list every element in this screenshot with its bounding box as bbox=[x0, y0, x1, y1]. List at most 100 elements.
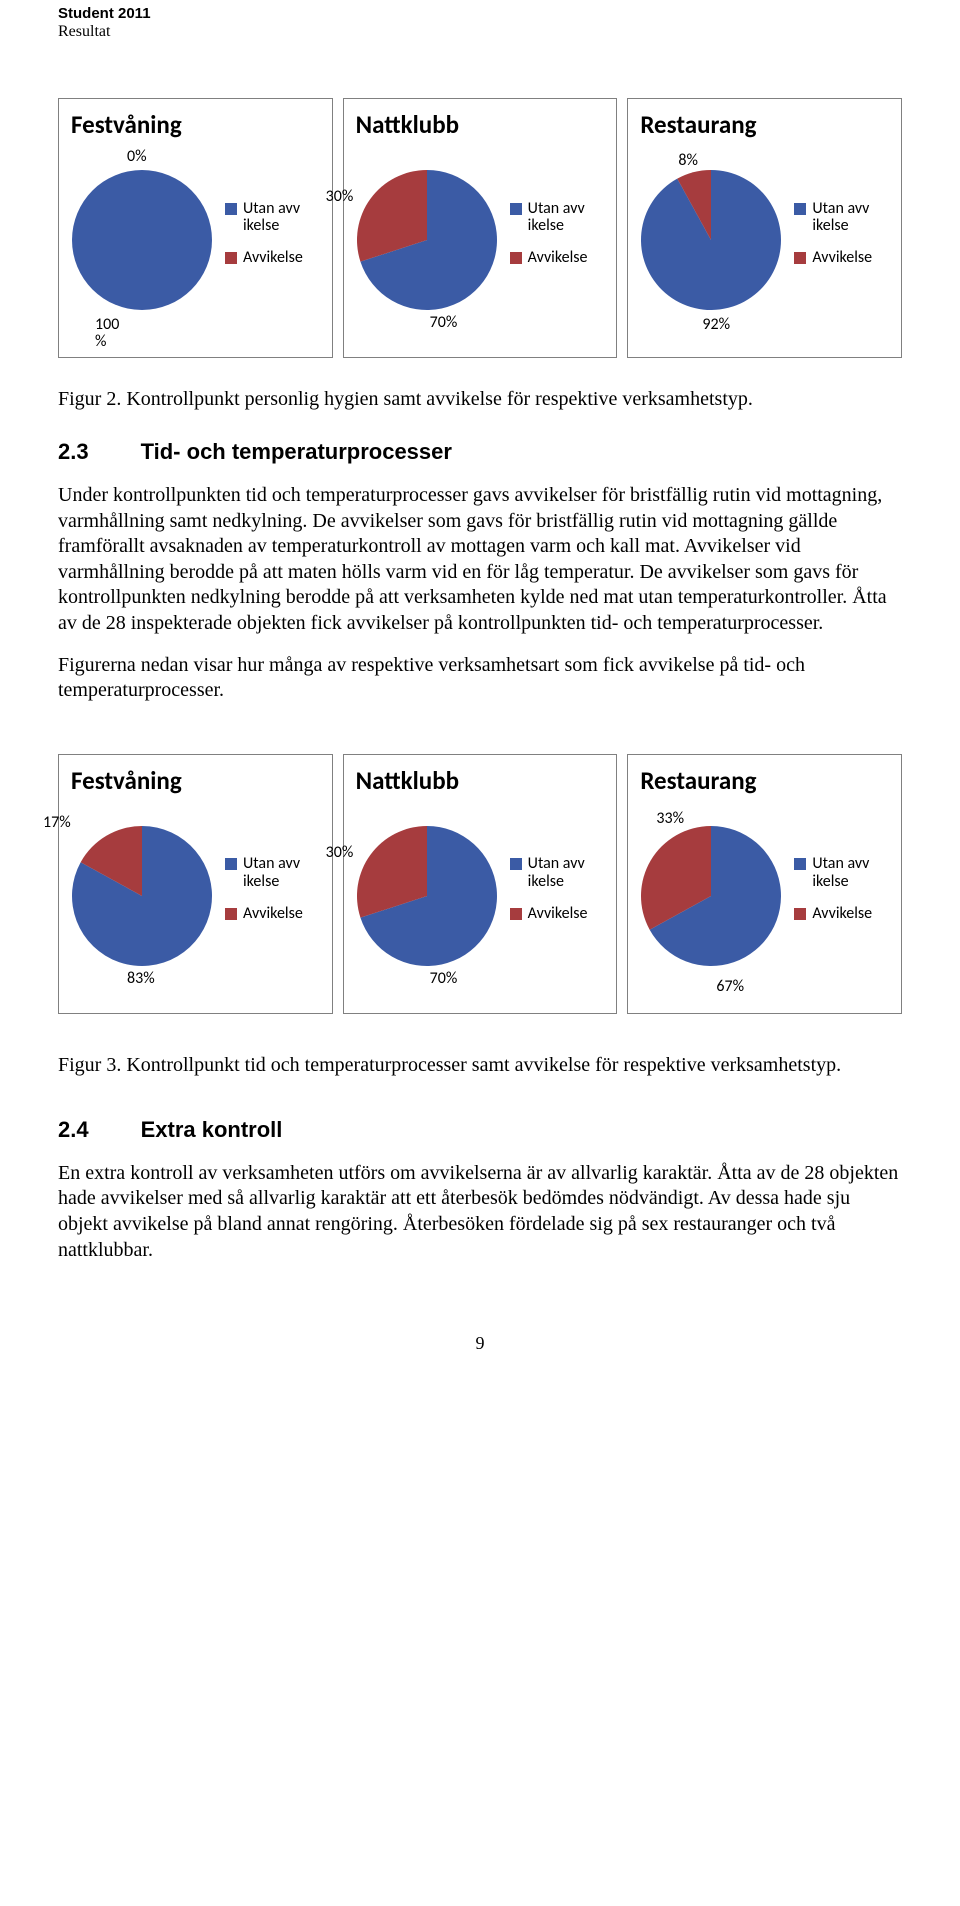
pie-svg bbox=[352, 821, 502, 971]
legend-item: Utan avvikelse bbox=[794, 855, 872, 890]
chart-body: 17%83% Utan avvikelse Avvikelse bbox=[67, 806, 328, 986]
legend-swatch bbox=[510, 908, 522, 920]
legend-swatch bbox=[794, 908, 806, 920]
section-2-4-title: Extra kontroll bbox=[141, 1117, 283, 1142]
legend-item: Utan avvikelse bbox=[225, 200, 303, 235]
legend-label: Utan avvikelse bbox=[812, 855, 872, 890]
chart-card: Restaurang33%67%Utan avvikelseAvvikelse bbox=[627, 754, 902, 1014]
chart-title: Nattklubb bbox=[356, 765, 613, 796]
pie-wrap: 8%92% bbox=[636, 165, 786, 315]
legend-swatch bbox=[225, 858, 237, 870]
legend-item: Avvikelse bbox=[225, 905, 303, 923]
pie-slice-utan bbox=[72, 170, 212, 310]
legend-swatch bbox=[510, 203, 522, 215]
section-2-3-para2: Figurerna nedan visar hur många av respe… bbox=[58, 653, 902, 704]
legend-item: Avvikelse bbox=[510, 905, 588, 923]
chart-legend: Utan avvikelse Avvikelse bbox=[510, 200, 588, 281]
legend-label: Utan avvikelse bbox=[528, 200, 588, 235]
legend-label: Avvikelse bbox=[243, 249, 303, 267]
page-header: Student 2011 Resultat bbox=[0, 0, 960, 48]
chart-card: Restaurang8%92%Utan avvikelseAvvikelse bbox=[627, 98, 902, 358]
pie-svg bbox=[636, 821, 786, 971]
chart-body: 30%70% Utan avvikelse Avvikelse bbox=[352, 806, 613, 986]
legend-label: Utan avvikelse bbox=[243, 200, 303, 235]
chart-title: Restaurang bbox=[640, 765, 897, 796]
figure2-caption: Figur 2. Kontrollpunkt personlig hygien … bbox=[58, 388, 902, 411]
legend-swatch bbox=[794, 252, 806, 264]
chart-card: Festvåning 17%83% Utan avvikelse Avvikelse bbox=[58, 754, 333, 1014]
pie-data-label: 70% bbox=[430, 315, 458, 332]
pie-data-label: 8% bbox=[678, 153, 698, 170]
page-number: 9 bbox=[58, 1333, 902, 1354]
figure2-charts-row: Festvåning0%100%Utan avvikelseAvvikelseN… bbox=[58, 98, 902, 358]
legend-item: Utan avvikelse bbox=[794, 200, 872, 235]
legend-item: Avvikelse bbox=[794, 249, 872, 267]
pie-wrap: 0%100% bbox=[67, 165, 217, 315]
legend-item: Utan avvikelse bbox=[510, 855, 588, 890]
header-subtitle: Resultat bbox=[58, 23, 960, 41]
figure3-charts-row: Festvåning 17%83% Utan avvikelse Avvikelse N… bbox=[58, 754, 902, 1014]
pie-data-label: 30% bbox=[326, 845, 354, 862]
pie-data-label: 33% bbox=[656, 811, 684, 828]
pie-data-label: 83% bbox=[127, 971, 155, 988]
chart-title: Festvåning bbox=[71, 765, 328, 796]
pie-data-label: 92% bbox=[702, 317, 730, 334]
pie-wrap: 30%70% bbox=[352, 821, 502, 971]
chart-title: Festvåning bbox=[71, 109, 328, 140]
legend-swatch bbox=[510, 858, 522, 870]
legend-label: Avvikelse bbox=[812, 905, 872, 923]
pie-svg bbox=[636, 165, 786, 315]
legend-swatch bbox=[225, 908, 237, 920]
pie-data-label: 67% bbox=[716, 979, 744, 996]
legend-swatch bbox=[225, 203, 237, 215]
legend-item: Avvikelse bbox=[794, 905, 872, 923]
legend-label: Avvikelse bbox=[812, 249, 872, 267]
legend-label: Utan avvikelse bbox=[528, 855, 588, 890]
pie-wrap: 17%83% bbox=[67, 821, 217, 971]
chart-legend: Utan avvikelse Avvikelse bbox=[225, 200, 303, 281]
chart-card: Nattklubb 30%70% Utan avvikelse Avvikelse bbox=[343, 98, 618, 358]
chart-body: 8%92% Utan avvikelse Avvikelse bbox=[636, 150, 897, 330]
pie-data-label: 0% bbox=[127, 149, 147, 166]
section-2-3-para1: Under kontrollpunkten tid och temperatur… bbox=[58, 483, 902, 637]
pie-svg bbox=[352, 165, 502, 315]
legend-swatch bbox=[225, 252, 237, 264]
pie-svg bbox=[67, 165, 217, 315]
legend-label: Utan avvikelse bbox=[812, 200, 872, 235]
legend-label: Utan avvikelse bbox=[243, 855, 303, 890]
chart-title: Restaurang bbox=[640, 109, 897, 140]
legend-swatch bbox=[794, 203, 806, 215]
section-2-4-para: En extra kontroll av verksamheten utförs… bbox=[58, 1161, 902, 1263]
chart-legend: Utan avvikelse Avvikelse bbox=[794, 200, 872, 281]
chart-body: 0%100% Utan avvikelse Avvikelse bbox=[67, 150, 328, 330]
pie-svg bbox=[67, 821, 217, 971]
pie-data-label: 17% bbox=[43, 815, 71, 832]
legend-item: Utan avvikelse bbox=[510, 200, 588, 235]
section-2-4-number: 2.4 bbox=[58, 1117, 89, 1143]
chart-card: Nattklubb 30%70% Utan avvikelse Avvikelse bbox=[343, 754, 618, 1014]
legend-label: Avvikelse bbox=[243, 905, 303, 923]
chart-legend: Utan avvikelse Avvikelse bbox=[510, 855, 588, 936]
legend-item: Avvikelse bbox=[510, 249, 588, 267]
chart-body: 30%70% Utan avvikelse Avvikelse bbox=[352, 150, 613, 330]
pie-data-label: 70% bbox=[430, 971, 458, 988]
pie-wrap: 33%67% bbox=[636, 821, 786, 971]
chart-body: 33%67% Utan avvikelse Avvikelse bbox=[636, 806, 897, 986]
header-title: Student 2011 bbox=[58, 6, 960, 23]
legend-swatch bbox=[794, 858, 806, 870]
legend-swatch bbox=[510, 252, 522, 264]
section-2-4-heading: 2.4 Extra kontroll bbox=[58, 1117, 902, 1143]
pie-wrap: 30%70% bbox=[352, 165, 502, 315]
figure3-caption: Figur 3. Kontrollpunkt tid och temperatu… bbox=[58, 1054, 902, 1077]
chart-title: Nattklubb bbox=[356, 109, 613, 140]
section-2-3-title: Tid- och temperaturprocesser bbox=[141, 439, 452, 464]
legend-label: Avvikelse bbox=[528, 905, 588, 923]
legend-item: Utan avvikelse bbox=[225, 855, 303, 890]
chart-legend: Utan avvikelse Avvikelse bbox=[794, 855, 872, 936]
chart-card: Festvåning0%100%Utan avvikelseAvvikelse bbox=[58, 98, 333, 358]
section-2-3-heading: 2.3 Tid- och temperaturprocesser bbox=[58, 439, 902, 465]
pie-data-label: 30% bbox=[326, 189, 354, 206]
pie-data-label: 100% bbox=[95, 317, 119, 351]
section-2-3-number: 2.3 bbox=[58, 439, 89, 465]
legend-item: Avvikelse bbox=[225, 249, 303, 267]
